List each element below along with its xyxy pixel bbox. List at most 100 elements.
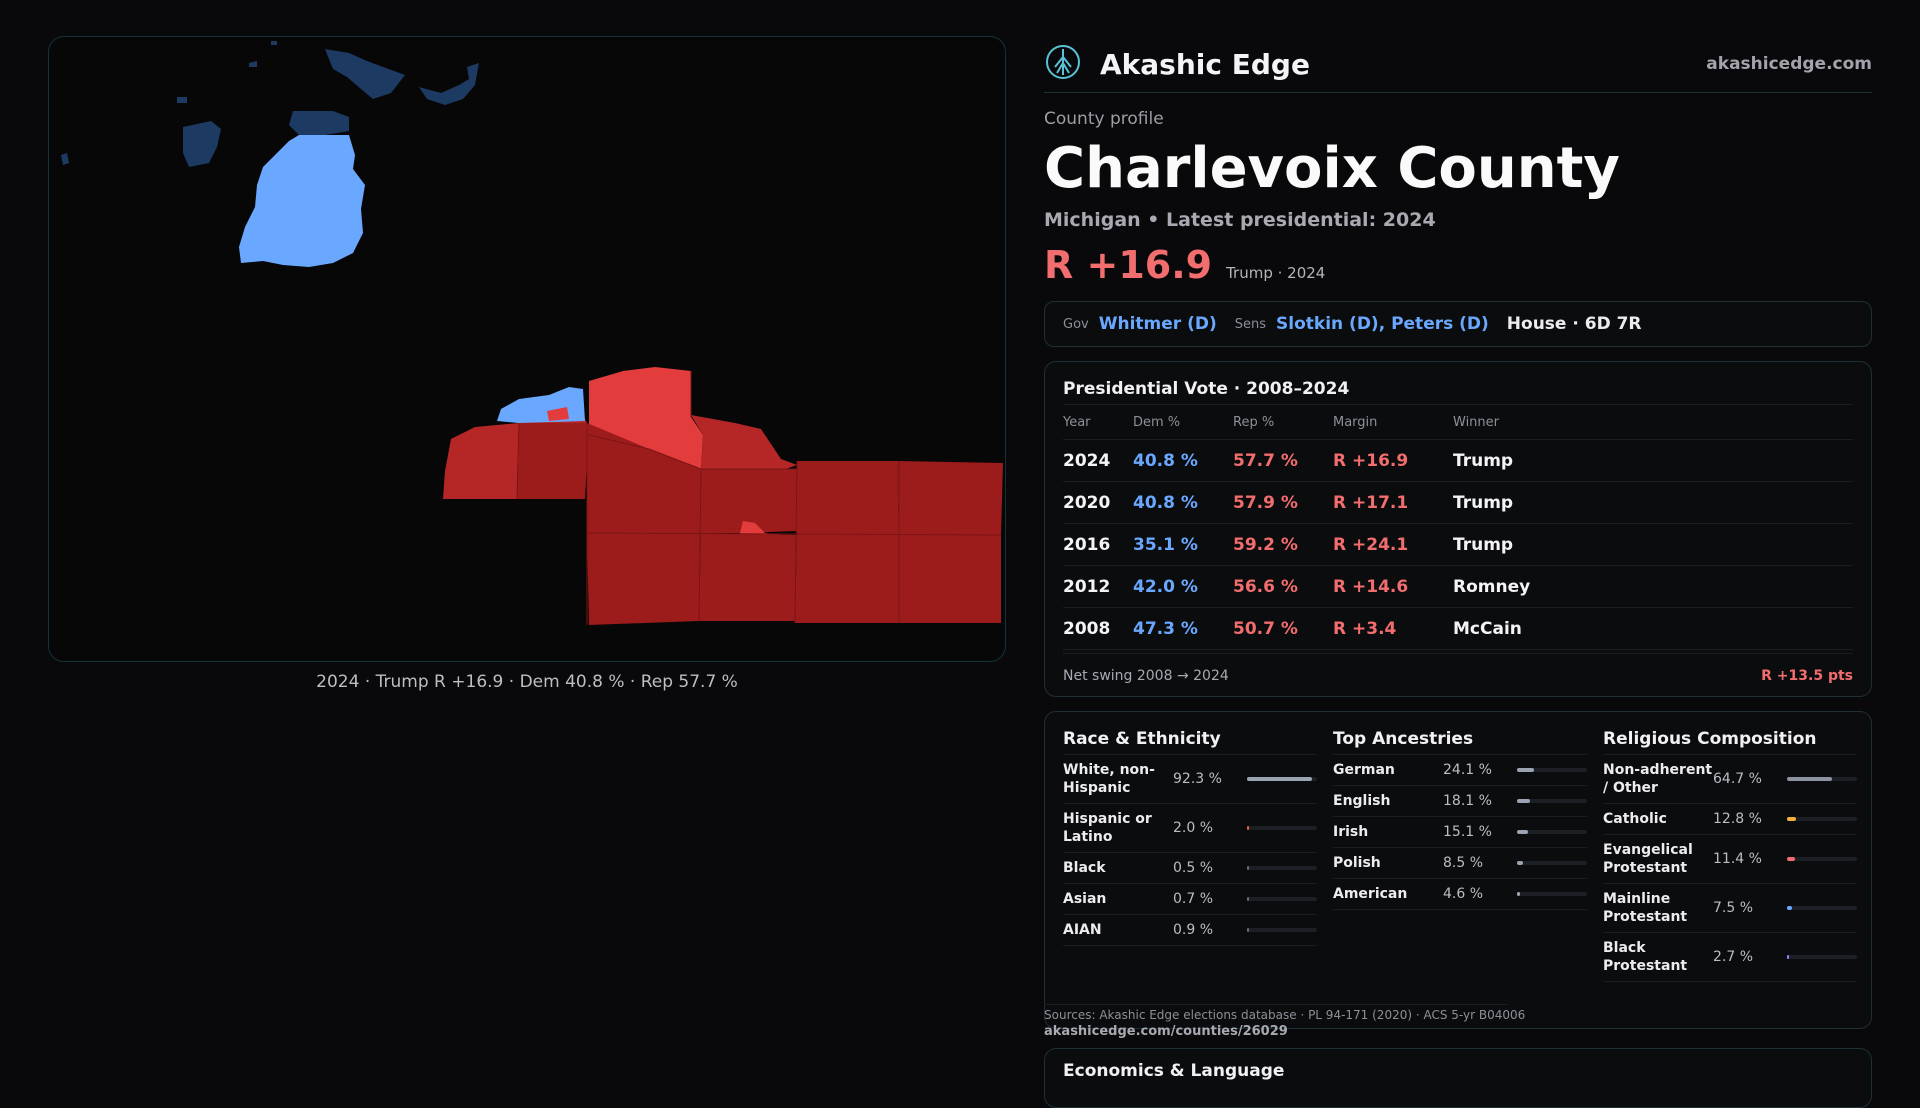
- race-bar-fill: [1247, 826, 1249, 830]
- precinct-boyne-city-area[interactable]: [701, 469, 797, 533]
- ancestry-bar-fill: [1517, 830, 1528, 834]
- precinct-bay[interactable]: [587, 423, 701, 533]
- island-small-4[interactable]: [249, 61, 257, 67]
- religion-bar: [1787, 906, 1857, 910]
- ancestry-row: American 4.6 %: [1333, 879, 1587, 910]
- precinct-wilson[interactable]: [797, 461, 899, 535]
- ancestry-bar: [1517, 768, 1587, 772]
- presidential-title: Presidential Vote · 2008–2024: [1063, 374, 1853, 405]
- precinct-south-arm[interactable]: [691, 415, 797, 475]
- ancestry-bar: [1517, 892, 1587, 896]
- table-row: 2008 47.3 % 50.7 % R +3.4 McCain: [1063, 608, 1853, 650]
- religion-bar: [1787, 955, 1857, 959]
- race-label: Asian: [1063, 891, 1107, 907]
- cell-year: 2008: [1063, 618, 1111, 639]
- brand-header: Akashic Edge akashicedge.com: [1044, 36, 1872, 93]
- cell-year: 2024: [1063, 450, 1111, 471]
- precinct-city-red[interactable]: [547, 407, 569, 421]
- precinct-hudson[interactable]: [899, 535, 1001, 623]
- religion-bar: [1787, 777, 1857, 781]
- religion-label: Non-adherent / Other: [1603, 762, 1713, 796]
- sources-footer: Sources: Akashic Edge elections database…: [1044, 1004, 1525, 1025]
- precinct-boyne-valley[interactable]: [699, 533, 797, 621]
- economics-title: Economics & Language: [1063, 1061, 1285, 1081]
- cell-dem: 40.8 %: [1133, 492, 1198, 513]
- col-dem: Dem %: [1133, 414, 1181, 430]
- beaver-island-north[interactable]: [289, 111, 349, 135]
- precinct-borders: [516, 371, 1002, 625]
- religion-bar-fill: [1787, 817, 1796, 821]
- island-small-1[interactable]: [61, 153, 69, 165]
- county-map[interactable]: [48, 36, 1006, 662]
- island-small-2[interactable]: [177, 97, 187, 103]
- race-value: 0.7 %: [1173, 891, 1214, 907]
- cell-rep: 57.7 %: [1233, 450, 1298, 471]
- race-row: Asian 0.7 %: [1063, 884, 1317, 915]
- ancestry-bar: [1517, 861, 1587, 865]
- cell-year: 2016: [1063, 534, 1111, 555]
- race-row: White, non-Hispanic 92.3 %: [1063, 755, 1317, 804]
- ancestry-row: Polish 8.5 %: [1333, 848, 1587, 879]
- cell-dem: 47.3 %: [1133, 618, 1198, 639]
- ancestry-label: Polish: [1333, 855, 1381, 871]
- race-bar-fill: [1247, 777, 1312, 781]
- precinct-hayes[interactable]: [443, 423, 519, 499]
- race-label: Hispanic or Latino: [1063, 811, 1152, 845]
- ancestry-value: 24.1 %: [1443, 762, 1492, 778]
- page-title: Charlevoix County: [1044, 136, 1620, 201]
- table-row: 2016 35.1 % 59.2 % R +24.1 Trump: [1063, 524, 1853, 566]
- ancestry-row: German 24.1 %: [1333, 755, 1587, 786]
- island-high[interactable]: [419, 63, 479, 105]
- officials-bar: Gov Whitmer (D) Sens Slotkin (D), Peters…: [1044, 301, 1872, 347]
- religion-value: 12.8 %: [1713, 811, 1762, 827]
- cell-dem: 42.0 %: [1133, 576, 1198, 597]
- cell-rep: 50.7 %: [1233, 618, 1298, 639]
- ancestry-label: American: [1333, 886, 1408, 902]
- religion-label: Catholic: [1603, 811, 1667, 827]
- table-row: 2024 40.8 % 57.7 % R +16.9 Trump: [1063, 440, 1853, 482]
- island-garden[interactable]: [325, 49, 405, 99]
- brand-url-link[interactable]: akashicedge.com: [1706, 54, 1872, 74]
- religion-title: Religious Composition: [1603, 724, 1857, 755]
- cell-margin: R +14.6: [1333, 576, 1409, 597]
- cell-winner: Trump: [1453, 534, 1514, 555]
- ancestry-bar-fill: [1517, 799, 1530, 803]
- ancestry-bar-fill: [1517, 861, 1523, 865]
- religion-bar-fill: [1787, 777, 1833, 781]
- ancestry-value: 4.6 %: [1443, 886, 1484, 902]
- precinct-east-edge[interactable]: [897, 461, 1003, 535]
- race-bar: [1247, 826, 1317, 830]
- island-small-3[interactable]: [271, 41, 277, 45]
- religion-row: Catholic 12.8 %: [1603, 804, 1857, 835]
- precinct-map-svg[interactable]: [49, 37, 1006, 662]
- race-row: Black 0.5 %: [1063, 853, 1317, 884]
- religion-bar-fill: [1787, 906, 1793, 910]
- swing-label: Net swing 2008 → 2024: [1063, 668, 1229, 684]
- precinct-melrose[interactable]: [587, 533, 701, 625]
- religion-row: Non-adherent / Other 64.7 %: [1603, 755, 1857, 804]
- cell-rep: 56.6 %: [1233, 576, 1298, 597]
- cell-year: 2012: [1063, 576, 1111, 597]
- county-url-link[interactable]: akashicedge.com/counties/26029: [1044, 1024, 1288, 1039]
- race-value: 2.0 %: [1173, 820, 1214, 836]
- table-row: 2012 42.0 % 56.6 % R +14.6 Romney: [1063, 566, 1853, 608]
- beaver-island[interactable]: [239, 135, 365, 267]
- precinct-charlevoix-city[interactable]: [497, 387, 585, 423]
- religion-label: Mainline Protestant: [1603, 891, 1688, 925]
- precinct-charlevoix-twp[interactable]: [517, 423, 587, 499]
- col-year: Year: [1063, 414, 1091, 430]
- race-value: 0.9 %: [1173, 922, 1214, 938]
- ancestry-column: Top Ancestries German 24.1 % English 18.1 %…: [1333, 724, 1587, 982]
- ancestry-label: German: [1333, 762, 1395, 778]
- cell-winner: Romney: [1453, 576, 1531, 597]
- profile-subtitle: Michigan • Latest presidential: 2024: [1044, 209, 1436, 231]
- precinct-eveline[interactable]: [589, 367, 703, 469]
- race-bar: [1247, 777, 1317, 781]
- island-hog[interactable]: [183, 121, 221, 167]
- cell-dem: 35.1 %: [1133, 534, 1198, 555]
- col-winner: Winner: [1453, 414, 1500, 430]
- col-rep: Rep %: [1233, 414, 1275, 430]
- religion-label: Evangelical Protestant: [1603, 842, 1693, 876]
- ancestry-value: 8.5 %: [1443, 855, 1484, 871]
- precinct-chandler[interactable]: [795, 535, 899, 623]
